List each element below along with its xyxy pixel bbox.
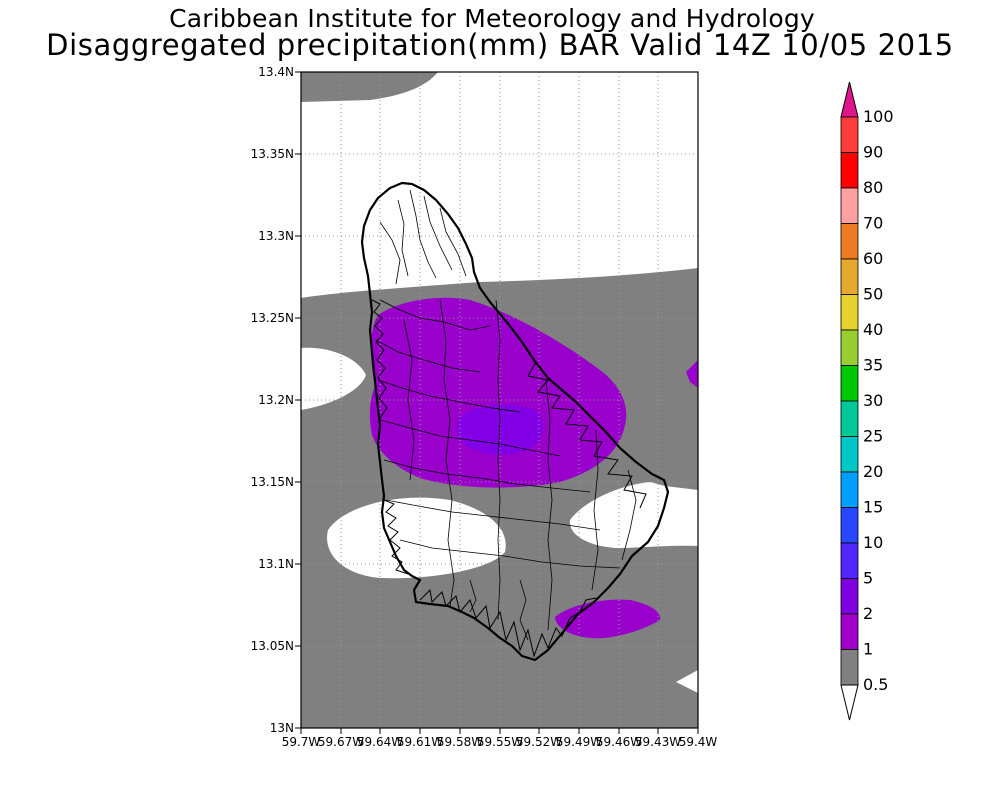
lon-label: 59.61W [397, 735, 443, 749]
product-title: Disaggregated precipitation(mm) BAR Vali… [46, 28, 954, 62]
field-white-southeast [676, 670, 698, 693]
lat-tick-labels: 13.4N 13.35N 13.3N 13.25N 13.2N 13.15N 1… [251, 65, 294, 735]
colorbar-label: 80 [863, 178, 883, 197]
colorbar-segment [840, 152, 859, 189]
colorbar-segment [840, 471, 859, 508]
lon-label: 59.64W [357, 735, 403, 749]
lat-label: 13.1N [258, 557, 294, 571]
colorbar-label: 50 [863, 285, 883, 304]
lat-label: 13.4N [258, 65, 294, 79]
lat-label: 13.05N [251, 639, 294, 653]
colorbar-label: 40 [863, 320, 883, 339]
colorbar-segment [840, 649, 859, 686]
colorbar-segment [840, 294, 859, 331]
lon-label: 59.49W [556, 735, 602, 749]
lat-tick-marks [295, 71, 301, 729]
colorbar-segment [840, 116, 859, 153]
colorbar-segment [840, 365, 859, 402]
colorbar-segment [840, 436, 859, 473]
colorbar-segment [840, 329, 859, 366]
lon-label: 59.4W [679, 735, 718, 749]
barbados-island [360, 181, 670, 662]
island-coast-detail-west [371, 299, 388, 419]
institute-title: Caribbean Institute for Meteorology and … [169, 4, 815, 33]
colorbar-under-triangle [840, 684, 859, 721]
colorbar: 100 90 80 70 60 50 40 35 30 25 20 15 10 5 2 1 0.5 [840, 81, 894, 721]
colorbar-label: 1 [863, 640, 873, 659]
lon-label: 59.52W [516, 735, 562, 749]
lon-label: 59.7W [282, 735, 321, 749]
colorbar-segment [840, 542, 859, 579]
colorbar-label: 25 [863, 427, 883, 446]
precip-field [301, 72, 698, 728]
lon-label: 59.67W [318, 735, 364, 749]
lon-label: 59.43W [635, 735, 681, 749]
lon-label: 59.55W [477, 735, 523, 749]
colorbar-over-triangle [840, 81, 859, 118]
colorbar-label: 90 [863, 143, 883, 162]
colorbar-segment [840, 223, 859, 260]
island-coast-detail-southwest [383, 499, 409, 575]
island-coast-detail-east [527, 361, 647, 509]
field-gray-northwest [301, 72, 438, 102]
island-coastline [360, 181, 670, 662]
colorbar-label: 20 [863, 462, 883, 481]
lon-tick-marks [300, 728, 699, 734]
colorbar-segment [840, 400, 859, 437]
field-white-southwest [327, 497, 506, 579]
colorbar-segment [840, 507, 859, 544]
colorbar-label: 5 [863, 569, 873, 588]
lon-tick-labels: 59.7W 59.67W 59.64W 59.61W 59.58W 59.55W… [282, 735, 718, 749]
lat-label: 13.3N [258, 229, 294, 243]
colorbar-label: 0.5 [863, 675, 888, 694]
colorbar-label: 60 [863, 249, 883, 268]
field-purple-east-edge [686, 360, 698, 388]
colorbar-label: 15 [863, 498, 883, 517]
colorbar-label: 70 [863, 214, 883, 233]
field-white-west [301, 347, 366, 410]
lon-label: 59.58W [437, 735, 483, 749]
colorbar-segment [840, 258, 859, 295]
island-coast-detail-south [419, 588, 597, 658]
colorbar-label: 2 [863, 604, 873, 623]
colorbar-label: 10 [863, 533, 883, 552]
colorbar-segment [840, 613, 859, 650]
lat-label: 13.15N [251, 475, 294, 489]
colorbar-label: 100 [863, 107, 894, 126]
colorbar-label: 30 [863, 391, 883, 410]
lat-label: 13.2N [258, 393, 294, 407]
colorbar-segment [840, 578, 859, 615]
lat-label: 13N [270, 721, 294, 735]
field-purple-central [369, 297, 627, 488]
island-drainage-lines [375, 189, 637, 641]
colorbar-segment [840, 187, 859, 224]
lat-label: 13.25N [251, 311, 294, 325]
colorbar-label: 35 [863, 356, 883, 375]
lat-label: 13.35N [251, 147, 294, 161]
lon-label: 59.46W [596, 735, 642, 749]
